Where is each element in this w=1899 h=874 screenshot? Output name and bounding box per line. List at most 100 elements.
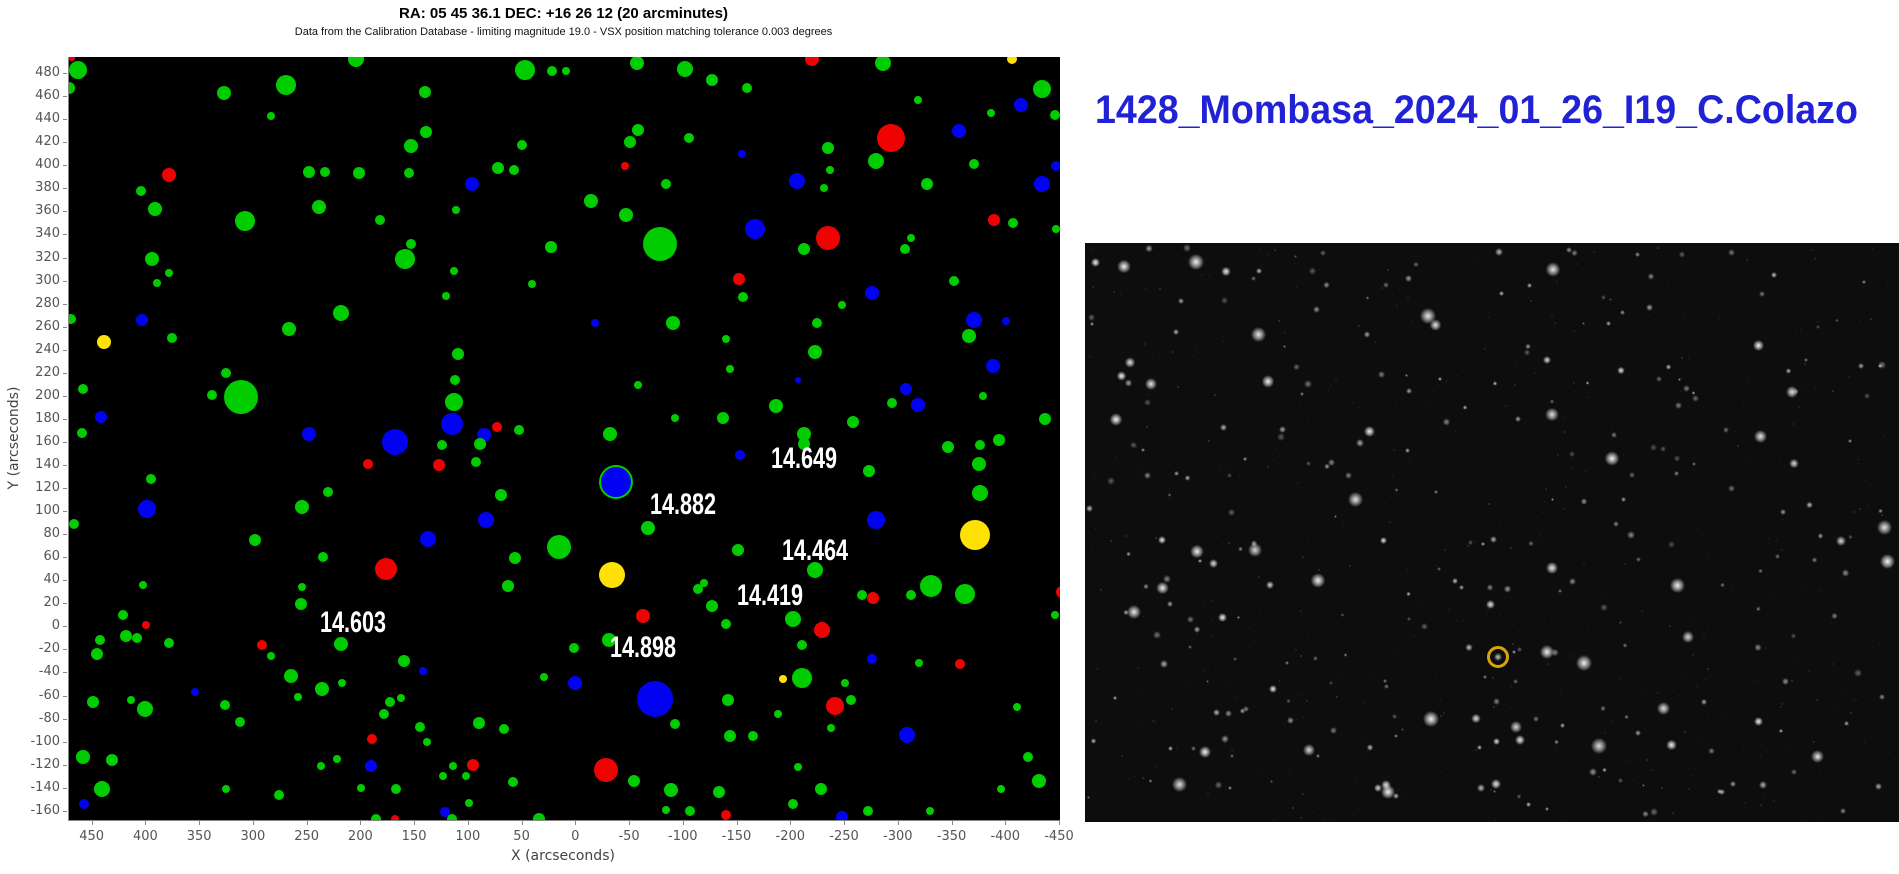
noise-pixel [1440, 770, 1442, 772]
noise-pixel [1288, 767, 1290, 769]
star-point [906, 233, 915, 242]
noise-pixel [1303, 550, 1305, 552]
faint-star [1277, 432, 1286, 441]
noise-pixel [1281, 257, 1283, 259]
noise-pixel [1294, 388, 1296, 390]
noise-pixel [1704, 711, 1705, 712]
faint-star [1878, 361, 1886, 369]
faint-star [1645, 303, 1653, 311]
star-point [405, 238, 416, 249]
noise-pixel [1451, 670, 1453, 672]
bright-star [1171, 777, 1187, 792]
noise-pixel [1409, 635, 1411, 637]
faint-star [1835, 318, 1839, 323]
noise-pixel [1393, 449, 1396, 452]
noise-pixel [1138, 368, 1140, 370]
y-tick-label: 360 [35, 203, 60, 219]
y-tick-mark [63, 787, 67, 789]
faint-star [1285, 661, 1290, 666]
noise-pixel [1488, 317, 1490, 319]
noise-pixel [1136, 529, 1138, 531]
faint-star [1582, 321, 1586, 325]
noise-pixel [1186, 681, 1188, 683]
noise-pixel [1781, 530, 1782, 532]
noise-pixel [1566, 283, 1568, 285]
noise-pixel [1827, 453, 1829, 455]
faint-star [1770, 271, 1778, 278]
noise-pixel [1773, 799, 1776, 802]
y-tick-mark [63, 511, 67, 513]
y-tick-mark [63, 488, 67, 490]
star-point [473, 438, 486, 451]
noise-pixel [1682, 377, 1684, 379]
noise-pixel [1154, 765, 1157, 768]
noise-pixel [1640, 455, 1642, 457]
faint-star [1366, 744, 1373, 751]
noise-pixel [1387, 269, 1390, 272]
star-point [397, 693, 406, 702]
noise-pixel [1100, 549, 1102, 551]
noise-pixel [1620, 621, 1623, 624]
noise-pixel [1318, 269, 1320, 271]
y-tick-mark [63, 534, 67, 536]
noise-pixel [1865, 511, 1867, 513]
noise-pixel [1812, 626, 1814, 628]
noise-pixel [1569, 585, 1571, 587]
star-point [866, 591, 879, 604]
faint-star [1489, 535, 1498, 544]
noise-pixel [1726, 716, 1728, 718]
noise-pixel [1597, 776, 1600, 779]
noise-pixel [1399, 289, 1401, 291]
x-tick-mark [306, 821, 308, 825]
star-point [516, 139, 527, 150]
noise-pixel [1578, 697, 1580, 699]
noise-pixel [1507, 577, 1509, 579]
noise-pixel [1406, 569, 1408, 571]
faint-star [1269, 779, 1274, 784]
star-point [419, 125, 432, 138]
noise-pixel [1415, 455, 1417, 457]
noise-pixel [1475, 748, 1478, 751]
noise-pixel [1272, 452, 1274, 454]
faint-star [1569, 578, 1576, 585]
noise-pixel [1468, 458, 1470, 460]
noise-pixel [1278, 642, 1280, 644]
noise-pixel [1477, 396, 1479, 398]
star-point [1014, 98, 1029, 113]
noise-pixel [1830, 382, 1832, 384]
bright-star [1422, 711, 1439, 728]
noise-pixel [1300, 603, 1302, 605]
noise-pixel [1589, 699, 1591, 701]
noise-pixel [1116, 505, 1118, 507]
noise-pixel [1450, 705, 1452, 707]
noise-pixel [1116, 807, 1118, 809]
noise-pixel [1785, 438, 1787, 440]
noise-pixel [1880, 799, 1882, 801]
noise-pixel [1400, 566, 1402, 568]
faint-star [1167, 745, 1173, 752]
noise-pixel [1377, 339, 1379, 341]
faint-star [1406, 387, 1413, 395]
noise-pixel [1158, 736, 1161, 739]
noise-pixel [1465, 806, 1467, 808]
noise-pixel [1089, 355, 1092, 358]
noise-pixel [1439, 714, 1442, 717]
noise-pixel [1649, 600, 1651, 602]
star-point [546, 65, 557, 76]
noise-pixel [1745, 262, 1747, 264]
x-tick-label: -300 [883, 829, 913, 844]
star-point [248, 533, 261, 546]
star-point [234, 717, 245, 728]
magnitude-label: 14.898 [609, 631, 676, 665]
noise-pixel [1766, 376, 1768, 378]
noise-pixel [1300, 609, 1303, 612]
noise-pixel [1675, 364, 1677, 366]
x-tick-mark [1059, 821, 1060, 825]
noise-pixel [1709, 802, 1711, 804]
noise-pixel [1765, 647, 1768, 650]
noise-pixel [1546, 663, 1549, 666]
noise-pixel [1871, 588, 1873, 590]
faint-star [1624, 714, 1629, 719]
noise-pixel [1531, 525, 1532, 526]
star-point [439, 772, 448, 781]
